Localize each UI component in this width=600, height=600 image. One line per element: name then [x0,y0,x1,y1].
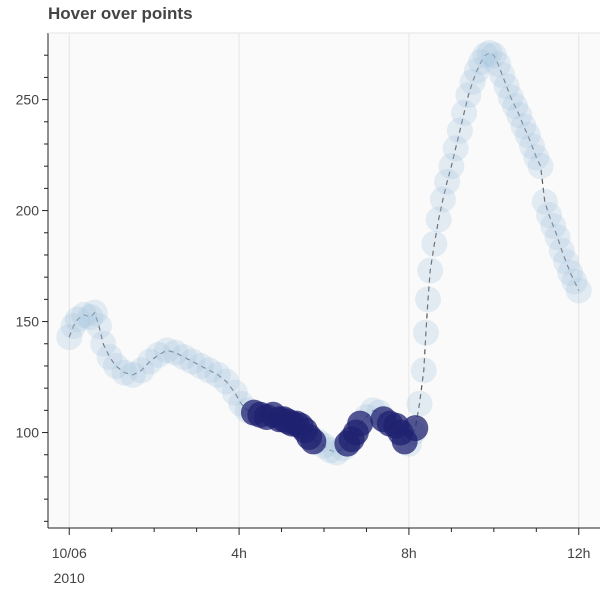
x-tick-sublabel: 2010 [54,570,85,586]
data-point[interactable] [489,62,516,89]
chart-title: Hover over points [48,4,193,23]
data-point[interactable] [480,42,507,69]
data-point[interactable] [412,319,439,346]
data-point[interactable] [553,248,580,275]
x-grid [68,33,580,528]
plot-layer [56,39,592,466]
data-point[interactable] [179,348,206,375]
data-point[interactable] [111,359,138,386]
data-point[interactable] [90,330,117,357]
data-point[interactable] [221,379,248,406]
data-point[interactable] [187,352,214,379]
data-points [56,39,592,466]
data-point[interactable] [506,102,533,129]
data-point[interactable] [96,344,123,371]
data-point[interactable] [557,259,584,286]
x-tick-label: 12h [567,545,590,561]
data-point[interactable] [438,153,465,180]
data-point[interactable] [425,206,452,233]
data-point[interactable] [170,344,197,371]
data-point[interactable] [544,224,571,251]
data-point[interactable] [153,337,180,364]
x-tick-label: 10/06 [52,545,87,561]
hovered-point[interactable] [347,410,374,437]
data-point[interactable] [485,51,512,78]
data-point[interactable] [434,168,461,195]
data-point[interactable] [145,341,172,368]
y-axis-ticks: 100 150 200 250 [16,54,48,522]
data-point[interactable] [523,144,550,171]
data-point[interactable] [119,361,146,388]
data-point[interactable] [561,268,588,295]
data-point[interactable] [463,57,490,84]
data-point[interactable] [540,213,567,240]
axes: 100 150 200 250 10/06 2010 4h 8h 12h [16,33,600,586]
data-point[interactable] [417,257,444,284]
data-point[interactable] [410,357,437,384]
x-tick-label: 4h [231,545,247,561]
y-tick-label: 150 [16,314,40,330]
data-point[interactable] [102,352,129,379]
data-point[interactable] [514,122,541,149]
data-point[interactable] [468,48,495,75]
y-tick-label: 100 [16,425,40,441]
data-point[interactable] [196,357,223,384]
data-point[interactable] [472,42,499,69]
data-point[interactable] [442,135,469,162]
hovered-point[interactable] [402,415,429,442]
data-point[interactable] [476,39,503,66]
data-point[interactable] [56,324,83,351]
data-point[interactable] [531,188,558,215]
data-point[interactable] [64,306,91,333]
data-point[interactable] [565,277,592,304]
y-tick-label: 200 [16,203,40,219]
data-point[interactable] [406,390,433,417]
data-point[interactable] [493,73,520,100]
data-point[interactable] [128,357,155,384]
data-point[interactable] [510,113,537,140]
dashed-trend-line [68,52,580,454]
data-point[interactable] [548,237,575,264]
data-point[interactable] [527,153,554,180]
data-point[interactable] [451,99,478,126]
data-point[interactable] [455,82,482,109]
x-axis-ticks: 10/06 2010 4h 8h 12h [52,528,590,586]
data-point[interactable] [446,117,473,144]
hovered-point[interactable] [300,428,327,455]
data-point[interactable] [429,186,456,213]
data-point[interactable] [81,299,108,326]
data-point[interactable] [77,304,104,331]
x-tick-label: 8h [401,545,417,561]
data-point[interactable] [421,230,448,257]
data-point[interactable] [162,339,189,366]
y-tick-label: 250 [16,92,40,108]
data-point[interactable] [60,313,87,340]
data-point[interactable] [536,202,563,229]
data-point[interactable] [497,84,524,111]
data-point[interactable] [71,301,98,328]
data-point[interactable] [415,286,442,313]
data-point[interactable] [136,348,163,375]
data-point[interactable] [204,361,231,388]
data-point[interactable] [459,68,486,95]
data-point[interactable] [502,93,529,120]
data-point[interactable] [213,368,240,395]
data-point[interactable] [519,133,546,160]
data-point[interactable] [85,313,112,340]
